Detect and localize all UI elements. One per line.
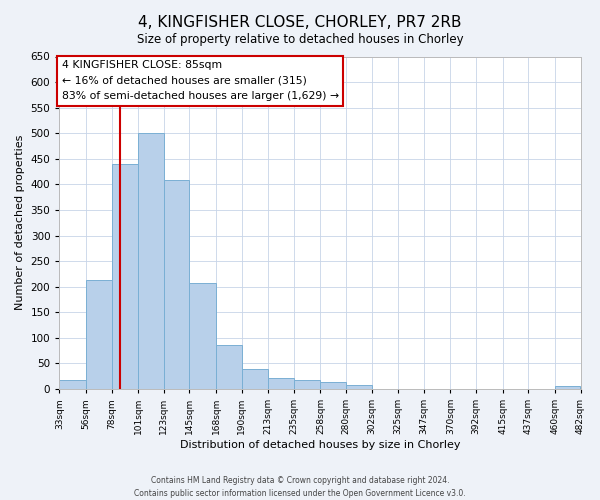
Y-axis label: Number of detached properties: Number of detached properties xyxy=(15,135,25,310)
Bar xyxy=(138,133,164,389)
Text: Size of property relative to detached houses in Chorley: Size of property relative to detached ho… xyxy=(137,32,463,46)
Bar xyxy=(216,344,242,389)
Bar xyxy=(190,283,216,389)
Bar xyxy=(320,382,346,389)
Bar xyxy=(268,378,294,389)
Bar xyxy=(164,180,190,389)
Text: 4, KINGFISHER CLOSE, CHORLEY, PR7 2RB: 4, KINGFISHER CLOSE, CHORLEY, PR7 2RB xyxy=(138,15,462,30)
Text: 4 KINGFISHER CLOSE: 85sqm
← 16% of detached houses are smaller (315)
83% of semi: 4 KINGFISHER CLOSE: 85sqm ← 16% of detac… xyxy=(62,60,339,102)
Bar xyxy=(59,380,86,389)
X-axis label: Distribution of detached houses by size in Chorley: Distribution of detached houses by size … xyxy=(179,440,460,450)
Bar xyxy=(294,380,320,389)
Text: Contains HM Land Registry data © Crown copyright and database right 2024.
Contai: Contains HM Land Registry data © Crown c… xyxy=(134,476,466,498)
Bar xyxy=(86,280,112,389)
Bar xyxy=(555,386,580,389)
Bar xyxy=(242,368,268,389)
Bar xyxy=(346,385,371,389)
Bar xyxy=(112,164,138,389)
